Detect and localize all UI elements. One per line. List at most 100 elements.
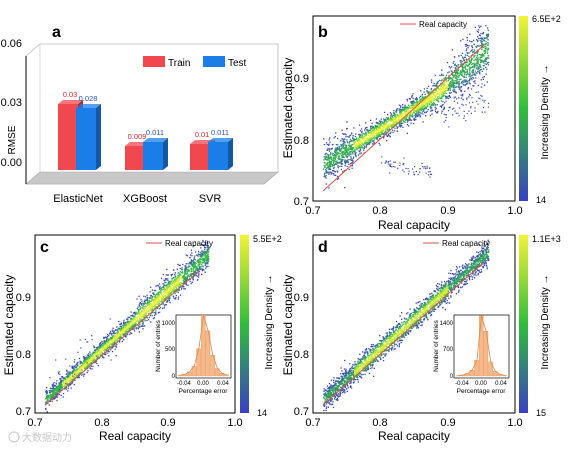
- scatter-b-point: [361, 137, 363, 139]
- scatter-b-point: [477, 40, 479, 42]
- scatter-b-point: [366, 129, 368, 131]
- scatter-b-point: [454, 96, 456, 98]
- scatter-b-point: [333, 170, 335, 173]
- scatter-c-point: [110, 332, 112, 334]
- scatter-b-point: [462, 57, 464, 60]
- scatter-c-point: [128, 316, 131, 319]
- scatter-b-outlier-point: [411, 168, 414, 170]
- scatter-b-point: [487, 51, 489, 53]
- scatter-b-point: [438, 98, 440, 100]
- scatter-b-point: [401, 114, 403, 116]
- scatter-b-point: [460, 61, 462, 64]
- scatter-b-point: [353, 139, 356, 141]
- scatter-b-point: [399, 115, 402, 117]
- scatter-c-point: [131, 326, 133, 328]
- scatter-b-point: [481, 38, 484, 40]
- scatter-c-point: [182, 275, 184, 278]
- scatter-b-point: [344, 160, 346, 162]
- scatter-b-point: [397, 119, 399, 121]
- scatter-b-point: [413, 118, 415, 121]
- scatter-c-point: [205, 262, 207, 264]
- scatter-b-point: [323, 162, 326, 164]
- scatter-c-point: [143, 303, 145, 305]
- scatter-b-point: [350, 146, 352, 148]
- scatter-b-point: [389, 136, 391, 138]
- scatter-c-point: [131, 320, 133, 322]
- scatter-c-point: [91, 358, 93, 360]
- scatter-b-outlier-point: [381, 156, 383, 158]
- scatter-c-point: [140, 313, 142, 315]
- scatter-b-point: [353, 143, 356, 145]
- scatter-b-point: [368, 131, 370, 133]
- scatter-b-point: [447, 79, 449, 82]
- scatter-c-point: [128, 329, 131, 331]
- scatter-b-point: [328, 187, 330, 189]
- scatter-c-point: [201, 273, 203, 275]
- scatter-c-point: [175, 291, 177, 293]
- scatter-b-point: [408, 115, 410, 117]
- scatter-c-point: [198, 268, 200, 270]
- scatter-b-point: [468, 55, 470, 58]
- scatter-b-point: [376, 125, 378, 127]
- scatter-c-point: [138, 310, 140, 312]
- scatter-b-point: [359, 149, 362, 151]
- scatter-b-point: [349, 146, 352, 148]
- scatter-b-point: [338, 162, 340, 164]
- scatter-c-point: [167, 283, 169, 286]
- scatter-c-point: [191, 262, 193, 264]
- scatter-c-point: [154, 296, 156, 298]
- scatter-b-point: [359, 151, 361, 153]
- scatter-b-outlier-point: [466, 112, 468, 115]
- scatter-c-point: [79, 370, 81, 372]
- scatter-b-point: [422, 121, 424, 123]
- scatter-b-outlier-point: [405, 167, 407, 170]
- scatter-c-point: [173, 277, 175, 279]
- scatter-c-point: [57, 390, 60, 393]
- scatter-c-point: [132, 328, 135, 330]
- scatter-b-point: [480, 40, 483, 42]
- scatter-c-point: [190, 282, 192, 285]
- scatter-b-point: [375, 130, 378, 132]
- scatter-b-point: [478, 45, 480, 47]
- scatter-b-point: [408, 104, 410, 106]
- panel-c: c Real capacity 0 500 1000 -0.04 0.00 0.…: [2, 234, 282, 443]
- scatter-b-point: [431, 110, 433, 112]
- scatter-b-point: [379, 134, 381, 136]
- scatter-b-point: [479, 58, 481, 61]
- scatter-b-point: [474, 80, 476, 82]
- scatter-b-point: [398, 114, 400, 117]
- scatter-b-outlier-point: [448, 110, 450, 112]
- scatter-c-point: [101, 340, 103, 343]
- scatter-c-point: [179, 274, 181, 276]
- scatter-b-point: [393, 122, 395, 124]
- scatter-c-point: [152, 301, 154, 303]
- scatter-c-point: [206, 246, 209, 248]
- scatter-c-point: [110, 341, 112, 343]
- scatter-b-point: [352, 147, 354, 149]
- scatter-c-point: [176, 278, 178, 280]
- scatter-c-point: [206, 245, 209, 247]
- scatter-b-point: [480, 86, 483, 88]
- scatter-c-point: [116, 326, 118, 328]
- scatter-b-point: [412, 109, 415, 111]
- scatter-b-point: [353, 140, 355, 142]
- scatter-b-outlier-point: [392, 165, 394, 167]
- scatter-b-point: [373, 137, 375, 139]
- scatter-b-outlier-point: [458, 115, 460, 117]
- scatter-b-point: [391, 129, 394, 131]
- scatter-b-point: [450, 80, 452, 83]
- scatter-b-outlier-point: [387, 162, 389, 164]
- scatter-b-point: [486, 38, 488, 40]
- scatter-b-outlier-point: [419, 171, 421, 173]
- scatter-b-point: [397, 126, 399, 128]
- scatter-c-point: [135, 319, 137, 321]
- scatter-b-point: [424, 103, 427, 105]
- scatter-b-point: [451, 72, 453, 74]
- scatter-b-point: [390, 131, 392, 133]
- scatter-c-point: [152, 307, 154, 309]
- scatter-c-point: [201, 269, 204, 271]
- scatter-b-point: [406, 100, 409, 102]
- scatter-b-point: [382, 130, 384, 132]
- scatter-c-point: [183, 272, 185, 274]
- panel-b-xtick-0.9: 0.9: [440, 205, 455, 217]
